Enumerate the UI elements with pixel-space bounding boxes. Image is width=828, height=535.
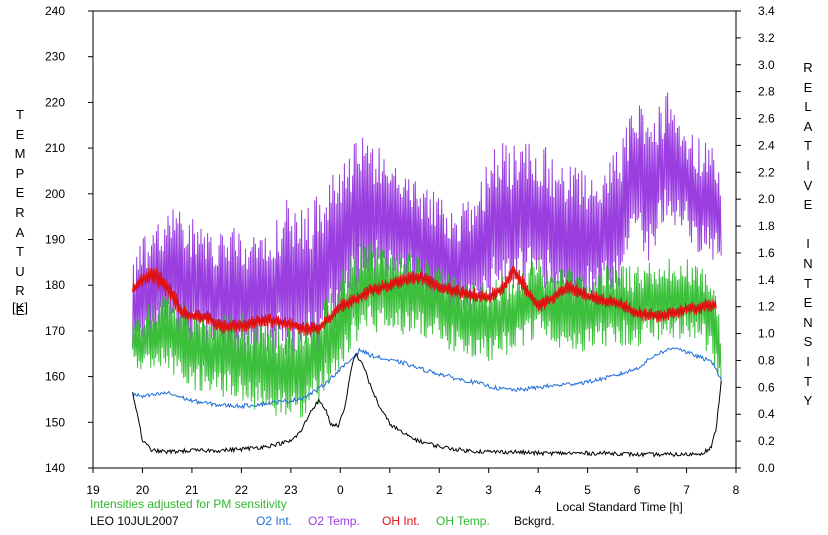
y-left-tick-label: 220 xyxy=(45,95,65,109)
x-tick-label: 21 xyxy=(185,483,199,497)
x-tick-label: 19 xyxy=(86,483,100,497)
y-right-tick-label: 0.8 xyxy=(758,353,775,367)
y-left-tick-label: 200 xyxy=(45,187,65,201)
y-left-tick-label: 140 xyxy=(45,461,65,475)
x-tick-label: 7 xyxy=(683,483,690,497)
y-right-tick-label: 1.6 xyxy=(758,246,775,260)
series-layer xyxy=(132,92,722,458)
x-tick-label: 3 xyxy=(485,483,492,497)
y-right-tick-label: 1.4 xyxy=(758,273,775,287)
y-right-tick-label: 1.0 xyxy=(758,327,775,341)
legend-oh-int: OH Int. xyxy=(382,514,421,528)
adjusted-note: Intensities adjusted for PM sensitivity xyxy=(90,497,287,511)
y-right-tick-label: 2.8 xyxy=(758,85,775,99)
y-left-tick-label: 180 xyxy=(45,278,65,292)
y-right-tick-label: 2.2 xyxy=(758,165,775,179)
x-tick-label: 0 xyxy=(337,483,344,497)
legend-oh-temp: OH Temp. xyxy=(436,514,490,528)
y-axis-left-unit: [K] xyxy=(12,300,28,315)
y-right-tick-label: 1.8 xyxy=(758,219,775,233)
x-tick-label: 5 xyxy=(584,483,591,497)
y-right-tick-label: 2.0 xyxy=(758,192,775,206)
station-date-note: LEO 10JUL2007 xyxy=(90,514,179,528)
x-axis-label: Local Standard Time [h] xyxy=(556,500,683,514)
y-left-tick-label: 210 xyxy=(45,141,65,155)
series-line-o2-int xyxy=(132,347,722,410)
y-right-tick-label: 3.0 xyxy=(758,58,775,72)
y-left-tick-label: 240 xyxy=(45,4,65,18)
y-left-tick-label: 190 xyxy=(45,233,65,247)
axis-layer: 1401501601701801902002102202302400.00.20… xyxy=(45,4,775,497)
y-right-tick-label: 1.2 xyxy=(758,300,775,314)
x-tick-label: 22 xyxy=(235,483,249,497)
series-line-oh-int xyxy=(132,266,717,336)
x-tick-label: 8 xyxy=(733,483,740,497)
y-left-tick-label: 160 xyxy=(45,370,65,384)
y-left-tick-label: 150 xyxy=(45,415,65,429)
x-tick-label: 1 xyxy=(386,483,393,497)
x-tick-label: 6 xyxy=(634,483,641,497)
series-line-bckgrd xyxy=(132,353,722,458)
y-right-tick-label: 3.4 xyxy=(758,4,775,18)
y-right-tick-label: 0.2 xyxy=(758,434,775,448)
y-right-tick-label: 0.0 xyxy=(758,461,775,475)
series-line-oh-temp xyxy=(132,242,722,418)
y-left-tick-label: 230 xyxy=(45,50,65,64)
y-right-tick-label: 0.6 xyxy=(758,380,775,394)
y-right-tick-label: 2.6 xyxy=(758,112,775,126)
x-tick-label: 20 xyxy=(136,483,150,497)
legend-bckgrd: Bckgrd. xyxy=(514,514,555,528)
y-left-tick-label: 170 xyxy=(45,324,65,338)
x-tick-label: 23 xyxy=(284,483,298,497)
y-right-tick-label: 3.2 xyxy=(758,31,775,45)
series-line-o2-temp xyxy=(132,92,722,366)
x-tick-label: 4 xyxy=(535,483,542,497)
x-tick-label: 2 xyxy=(436,483,443,497)
legend-o2-temp: O2 Temp. xyxy=(308,514,360,528)
y-right-tick-label: 0.4 xyxy=(758,407,775,421)
y-right-tick-label: 2.4 xyxy=(758,138,775,152)
legend-o2-int: O2 Int. xyxy=(256,514,293,528)
